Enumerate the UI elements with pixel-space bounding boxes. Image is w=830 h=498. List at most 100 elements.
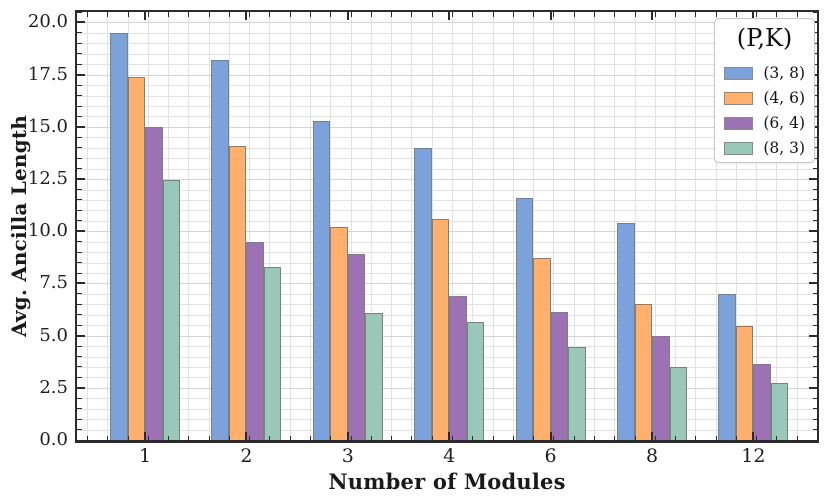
- x-tick-minor-top: [796, 12, 798, 17]
- y-tick-left: [77, 95, 82, 96]
- y-tick-right: [812, 418, 817, 420]
- x-tick-minor-bottom: [127, 435, 129, 440]
- x-tick-minor-top: [228, 12, 230, 17]
- gridline-horizontal: [77, 22, 817, 24]
- x-tick-minor-bottom: [350, 435, 352, 440]
- gridline-vertical: [512, 12, 514, 440]
- x-tick-minor-bottom: [533, 435, 535, 440]
- y-tick-right: [809, 334, 817, 337]
- gridline-horizontal: [77, 74, 817, 76]
- y-tick-left: [77, 125, 85, 128]
- x-tick-minor-top: [451, 12, 453, 17]
- legend-swatch-icon: [724, 91, 753, 105]
- legend-title: (P,K): [736, 24, 793, 52]
- y-tick-left: [77, 334, 85, 337]
- y-tick-left: [77, 241, 82, 243]
- x-tick-label: 1: [138, 445, 152, 467]
- y-tick-left: [77, 32, 82, 34]
- gridline-vertical: [289, 12, 291, 440]
- gridline-vertical: [310, 12, 311, 440]
- x-tick-minor-top: [756, 12, 758, 17]
- x-tick-minor-bottom: [168, 435, 169, 440]
- y-tick-right: [812, 220, 817, 222]
- gridline-vertical: [695, 12, 697, 440]
- y-tick-label: 5.0: [39, 324, 68, 346]
- bar-8-3-cat-8: [669, 366, 687, 440]
- y-tick-left: [77, 73, 85, 76]
- x-tick-minor-top: [715, 12, 717, 17]
- x-tick-minor-bottom: [756, 435, 758, 440]
- gridline-vertical: [472, 12, 474, 440]
- gridline-vertical: [107, 12, 109, 440]
- gridline-vertical: [208, 12, 210, 440]
- y-tick-left: [77, 115, 82, 117]
- legend-swatch-icon: [724, 66, 753, 80]
- x-tick-minor-top: [249, 12, 251, 17]
- y-tick-right: [812, 324, 817, 326]
- gridline-vertical: [249, 12, 251, 440]
- gridline-vertical: [330, 12, 332, 440]
- x-tick-minor-top: [289, 12, 291, 17]
- x-tick-major-bottom: [448, 432, 451, 440]
- bar-4-6-cat-4: [431, 218, 450, 440]
- bar-4-6-cat-12: [735, 326, 754, 440]
- gridline-vertical: [350, 12, 352, 440]
- gridline-horizontal: [77, 210, 817, 212]
- x-tick-major-top: [752, 12, 755, 20]
- y-tick-right: [812, 397, 817, 399]
- x-tick-minor-top: [776, 12, 778, 17]
- gridline-vertical: [553, 12, 555, 440]
- y-tick-left: [77, 136, 82, 138]
- y-tick-left: [77, 324, 82, 326]
- gridline-vertical: [634, 12, 636, 440]
- y-tick-left: [77, 199, 82, 201]
- legend-entries: (3, 8) (4, 6) (6, 4) (8, 3): [715, 64, 814, 157]
- x-tick-label: 4: [443, 445, 456, 467]
- bar-4-6-cat-3: [330, 227, 348, 440]
- x-tick-major-bottom: [752, 432, 755, 440]
- bar-3-8-cat-6: [515, 197, 534, 440]
- gridline-vertical: [593, 12, 595, 440]
- legend-entry: (4, 6): [715, 89, 814, 107]
- x-tick-minor-top: [512, 12, 514, 17]
- x-tick-major-top: [549, 12, 552, 20]
- x-tick-minor-top: [593, 12, 595, 17]
- gridline-horizontal: [77, 116, 817, 118]
- x-tick-minor-top: [391, 12, 393, 17]
- y-tick-left: [77, 147, 82, 149]
- bar-3-8-cat-3: [312, 120, 331, 440]
- gridline-horizontal: [77, 137, 817, 139]
- bar-3-8-cat-8: [617, 222, 635, 440]
- y-tick-left: [77, 157, 82, 159]
- bar-3-8-cat-1: [110, 32, 128, 440]
- y-tick-right: [812, 251, 817, 253]
- y-tick-label: 10.0: [27, 220, 68, 242]
- bar-6-4-cat-3: [347, 254, 366, 440]
- gridline-horizontal: [77, 199, 817, 201]
- gridline-vertical: [614, 12, 616, 440]
- bar-6-4-cat-4: [449, 295, 467, 440]
- legend-entry-label: (6, 4): [763, 114, 805, 132]
- legend-entry: (8, 3): [715, 139, 814, 157]
- x-tick-minor-bottom: [553, 435, 555, 440]
- x-tick-minor-bottom: [310, 435, 311, 440]
- gridline-vertical: [269, 12, 271, 440]
- gridline-horizontal: [77, 85, 817, 87]
- x-tick-minor-bottom: [451, 435, 453, 440]
- bar-8-3-cat-4: [466, 322, 485, 440]
- y-tick-left: [77, 303, 82, 305]
- x-tick-minor-top: [188, 12, 190, 17]
- x-tick-minor-bottom: [675, 435, 676, 440]
- gridline-horizontal: [77, 179, 817, 180]
- legend-entry-label: (4, 6): [763, 89, 805, 107]
- bar-8-3-cat-2: [263, 266, 282, 440]
- gridline-vertical: [411, 12, 413, 440]
- y-tick-left: [77, 314, 82, 316]
- y-tick-label: 0.0: [39, 429, 68, 450]
- bar-4-6-cat-8: [634, 304, 652, 440]
- y-tick-left: [77, 251, 82, 253]
- x-tick-minor-bottom: [431, 435, 433, 440]
- x-tick-minor-top: [654, 12, 656, 17]
- x-tick-minor-bottom: [370, 435, 372, 440]
